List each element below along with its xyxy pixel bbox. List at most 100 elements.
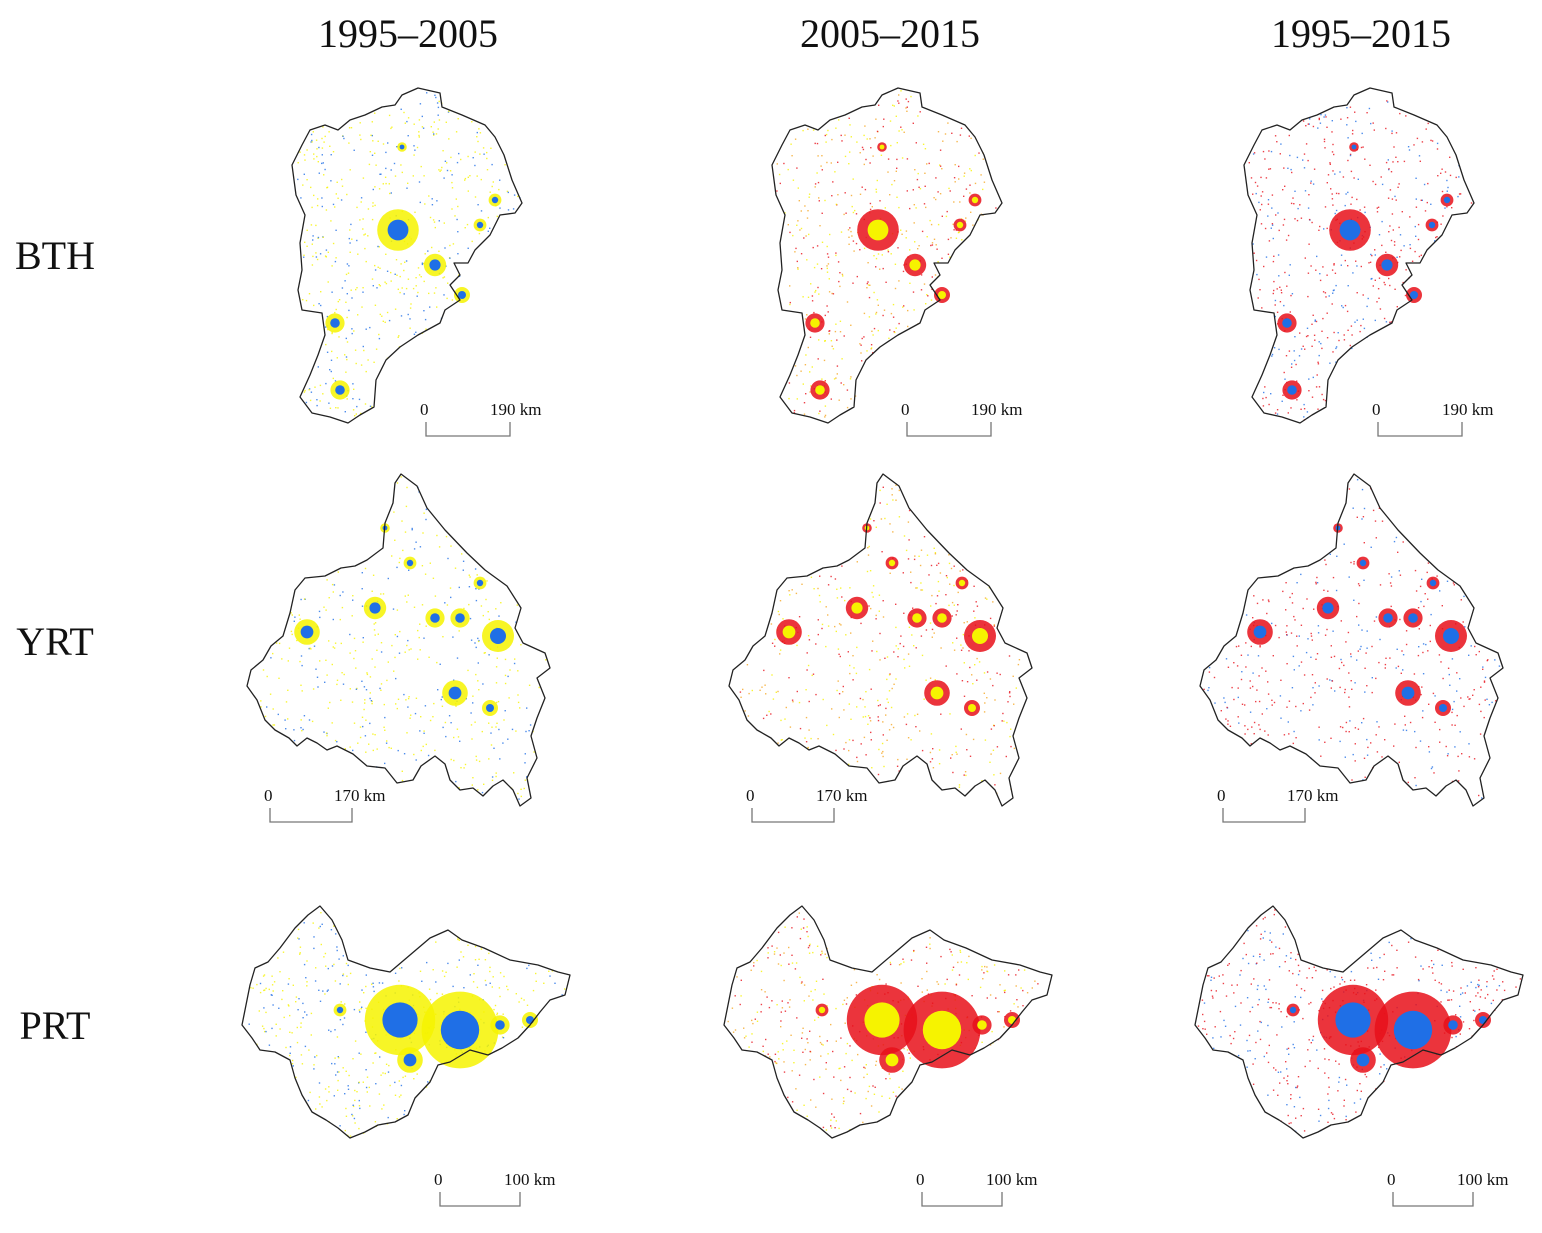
urban-core bbox=[958, 579, 966, 587]
land-change-pixels bbox=[260, 476, 547, 800]
land-change-pixels bbox=[1248, 100, 1473, 421]
scale-bar-yrt-3: 0 170 km bbox=[1217, 786, 1361, 826]
scale-zero-label: 0 bbox=[916, 1170, 925, 1189]
urban-core bbox=[495, 1020, 505, 1030]
urban-core bbox=[430, 613, 440, 623]
scale-distance-label: 100 km bbox=[504, 1170, 556, 1189]
map-bth-2005-2015 bbox=[771, 87, 1003, 424]
urban-core bbox=[1282, 318, 1292, 328]
urban-core bbox=[885, 1053, 899, 1067]
land-change-pixels bbox=[739, 484, 1021, 794]
urban-core bbox=[330, 318, 340, 328]
land-change-pixels bbox=[776, 90, 997, 418]
urban-core bbox=[888, 559, 896, 567]
urban-core bbox=[399, 144, 405, 150]
urban-core bbox=[956, 221, 964, 229]
scale-distance-label: 190 km bbox=[490, 400, 542, 419]
scale-distance-label: 170 km bbox=[816, 786, 868, 805]
scale-distance-label: 170 km bbox=[1287, 786, 1339, 805]
urban-core bbox=[526, 1016, 534, 1024]
urban-core bbox=[490, 628, 506, 644]
map-prt-2005-2015 bbox=[723, 905, 1053, 1139]
row-label-bth: BTH bbox=[15, 233, 95, 278]
urban-core bbox=[1448, 1020, 1458, 1030]
row-label-prt: PRT bbox=[19, 1003, 91, 1048]
scale-bar-bth-1: 0 190 km bbox=[420, 400, 564, 440]
urban-core bbox=[1479, 1016, 1487, 1024]
urban-core bbox=[1287, 385, 1297, 395]
urban-core bbox=[810, 318, 820, 328]
scale-distance-label: 170 km bbox=[334, 786, 386, 805]
urban-core bbox=[867, 219, 889, 241]
region-boundary bbox=[291, 87, 523, 424]
urban-core bbox=[486, 704, 494, 712]
map-yrt-2005-2015 bbox=[728, 473, 1033, 807]
region-boundary bbox=[246, 473, 551, 807]
scale-distance-label: 190 km bbox=[1442, 400, 1494, 419]
scale-bar-prt-2: 0 100 km bbox=[916, 1170, 1060, 1210]
scale-line bbox=[1222, 808, 1306, 823]
row-label-yrt: YRT bbox=[16, 619, 94, 664]
urban-core bbox=[815, 385, 825, 395]
region-boundary bbox=[728, 473, 1033, 807]
scale-line bbox=[906, 422, 992, 437]
urban-core bbox=[440, 1010, 480, 1050]
map-yrt-1995-2005 bbox=[246, 473, 551, 807]
urban-core bbox=[491, 196, 499, 204]
scale-zero-label: 0 bbox=[434, 1170, 443, 1189]
urban-core bbox=[1393, 1010, 1433, 1050]
region-boundary bbox=[1194, 905, 1524, 1139]
urban-core bbox=[864, 1002, 900, 1038]
urban-core bbox=[1289, 1006, 1297, 1014]
urban-core bbox=[1383, 613, 1393, 623]
urban-core bbox=[1443, 196, 1451, 204]
scale-bar-bth-3: 0 190 km bbox=[1372, 400, 1516, 440]
scale-line bbox=[1392, 1192, 1474, 1207]
urban-core bbox=[1401, 686, 1415, 700]
land-change-pixels bbox=[297, 92, 521, 417]
urban-core bbox=[909, 259, 921, 271]
urban-core bbox=[938, 291, 946, 299]
scale-bar-yrt-1: 0 170 km bbox=[264, 786, 408, 826]
urban-core bbox=[1008, 1016, 1016, 1024]
urban-core bbox=[937, 613, 947, 623]
urban-core bbox=[1408, 613, 1418, 623]
urban-core bbox=[1428, 221, 1436, 229]
urban-core bbox=[1351, 144, 1357, 150]
scale-line bbox=[439, 1192, 521, 1207]
urban-core bbox=[1439, 704, 1447, 712]
urban-core bbox=[429, 259, 441, 271]
urban-core bbox=[335, 385, 345, 395]
scale-line bbox=[425, 422, 511, 437]
urban-core bbox=[971, 196, 979, 204]
urban-core bbox=[930, 686, 944, 700]
scale-distance-label: 190 km bbox=[971, 400, 1023, 419]
urban-core bbox=[458, 291, 466, 299]
column-title-1995-2015: 1995–2015 bbox=[1271, 11, 1451, 56]
scale-zero-label: 0 bbox=[1372, 400, 1381, 419]
urban-core bbox=[476, 579, 484, 587]
region-boundary bbox=[771, 87, 1003, 424]
urban-core bbox=[851, 602, 863, 614]
map-prt-1995-2005 bbox=[241, 905, 571, 1139]
column-title-1995-2005: 1995–2005 bbox=[318, 11, 498, 56]
urban-core bbox=[922, 1010, 962, 1050]
scale-line bbox=[269, 808, 353, 823]
region-boundary bbox=[723, 905, 1053, 1139]
scale-zero-label: 0 bbox=[264, 786, 273, 805]
column-title-2005-2015: 2005–2015 bbox=[800, 11, 980, 56]
scale-distance-label: 100 km bbox=[986, 1170, 1038, 1189]
urban-core bbox=[1443, 628, 1459, 644]
land-change-pixels bbox=[1203, 479, 1501, 799]
scale-line bbox=[921, 1192, 1003, 1207]
map-bth-1995-2005 bbox=[291, 87, 523, 424]
scale-line bbox=[1377, 422, 1463, 437]
urban-core bbox=[1410, 291, 1418, 299]
scale-zero-label: 0 bbox=[746, 786, 755, 805]
scale-zero-label: 0 bbox=[420, 400, 429, 419]
scale-bar-bth-2: 0 190 km bbox=[901, 400, 1045, 440]
urban-core bbox=[382, 1002, 418, 1038]
urban-core bbox=[879, 144, 885, 150]
urban-core bbox=[1322, 602, 1334, 614]
urban-core bbox=[476, 221, 484, 229]
